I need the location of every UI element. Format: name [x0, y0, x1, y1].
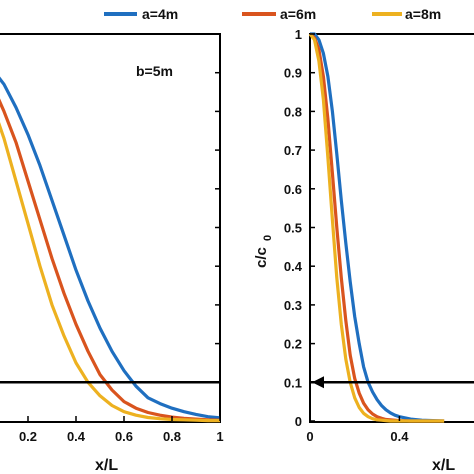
- right-y-tick-label: 0.6: [284, 182, 302, 197]
- right-y-axis-label: c/c 0: [253, 235, 274, 268]
- left-x-tick-label: 0.6: [115, 429, 133, 444]
- left-x-tick-label: 0.2: [19, 429, 37, 444]
- left-annotation: b=5m: [136, 63, 173, 79]
- right-y-tick-label: 0.8: [284, 104, 302, 119]
- right-y-tick-label: 0.7: [284, 143, 302, 158]
- left-x-tick-label: 0.8: [163, 429, 181, 444]
- right-chart: 0 0.4 0.8 0 0.1 0.2 0.3 0.4 0.5 0.6 0.7 0.8 0.9 1 x/…: [253, 27, 474, 474]
- right-y-tick-label: 0.1: [284, 375, 302, 390]
- left-x-ticks: 0.2 0.4 0.6 0.8 1: [19, 71, 224, 444]
- right-y-tick-label: 0.4: [284, 259, 303, 274]
- left-series-line-a4m: [0, 76, 221, 420]
- right-series-group: [308, 32, 445, 423]
- right-y-tick-label: 0: [295, 414, 302, 429]
- right-y-tick-label: 0.3: [284, 298, 302, 313]
- right-threshold-line: [310, 376, 474, 389]
- left-series-line-a8m: [0, 121, 220, 423]
- right-y-tick-label: 0.5: [284, 221, 302, 236]
- left-chart: b=5m 0.2 0.4 0.6 0.8 1 x/L: [0, 33, 224, 474]
- right-x-axis-label: x/L: [432, 457, 455, 474]
- legend: a=4m a=6m a=8m: [104, 6, 441, 22]
- right-series-line-a4m: [310, 32, 445, 423]
- left-x-tick-label: 1: [216, 429, 223, 444]
- left-series-line-a6m: [0, 98, 221, 422]
- left-x-tick-label: 0.4: [67, 429, 86, 444]
- left-x-axis-label: x/L: [95, 457, 118, 474]
- left-series-group: [0, 76, 221, 423]
- right-y-tick-label: 0.9: [284, 66, 302, 81]
- left-plot-frame: [0, 33, 221, 423]
- legend-label-a6: a=6m: [280, 6, 316, 22]
- right-x-ticks: 00.40.8: [306, 416, 409, 444]
- right-y-tick-label: 0.2: [284, 337, 302, 352]
- right-x-tick-label: 0: [306, 429, 313, 444]
- legend-label-a4: a=4m: [142, 6, 178, 22]
- legend-label-a8: a=8m: [405, 6, 441, 22]
- right-y-axis-label-main: c/c: [253, 247, 270, 268]
- right-y-tick-label: 1: [295, 27, 302, 42]
- right-threshold-arrowhead: [312, 376, 324, 389]
- right-y-ticks: 0 0.1 0.2 0.3 0.4 0.5 0.6 0.7 0.8 0.9 1: [284, 27, 315, 429]
- right-x-tick-label: 0.4: [390, 429, 409, 444]
- right-y-axis-label-sub: 0: [262, 235, 274, 241]
